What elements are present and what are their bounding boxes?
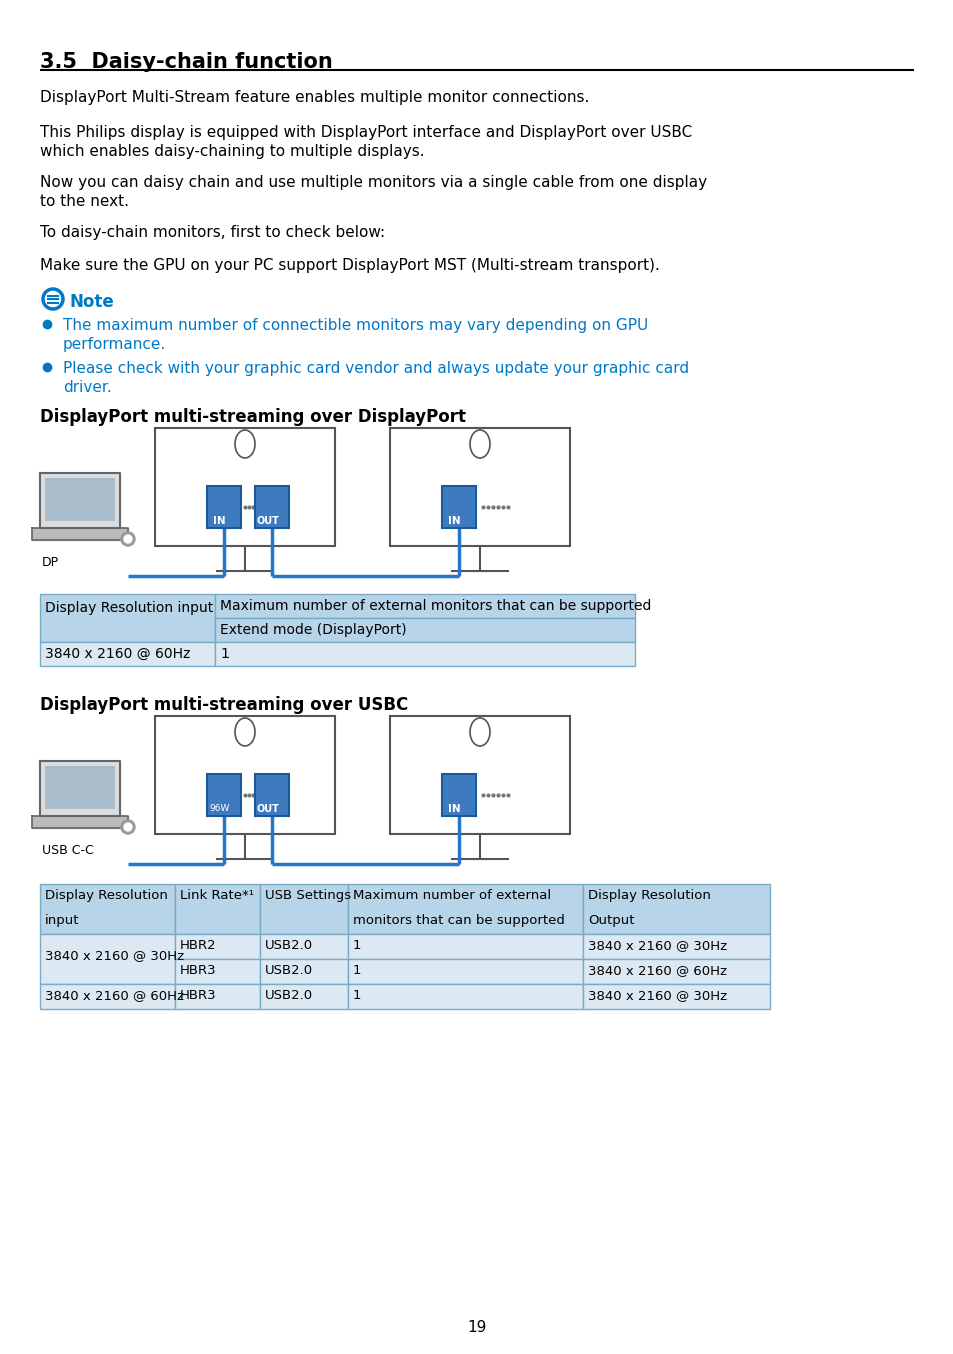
Text: To daisy-chain monitors, first to check below:: To daisy-chain monitors, first to check … [40, 225, 385, 240]
Bar [254, 486, 289, 528]
Bar [174, 934, 260, 959]
Bar [174, 884, 260, 934]
Bar [214, 642, 635, 666]
Bar [207, 774, 241, 816]
Bar [260, 984, 348, 1009]
Text: input: input [45, 914, 79, 927]
Bar [348, 884, 582, 934]
Bar [441, 486, 476, 528]
Bar [260, 934, 348, 959]
Text: IN: IN [448, 804, 460, 814]
Bar [174, 959, 260, 984]
Bar [260, 884, 348, 934]
Bar [207, 486, 241, 528]
Bar [40, 934, 174, 984]
Text: USB C-C: USB C-C [42, 844, 93, 857]
Text: DisplayPort multi-streaming over USBC: DisplayPort multi-streaming over USBC [40, 696, 408, 714]
Text: monitors that can be supported: monitors that can be supported [353, 914, 564, 927]
Text: 1: 1 [353, 964, 361, 978]
Text: DP: DP [42, 556, 59, 569]
Text: USB2.0: USB2.0 [265, 964, 313, 978]
Bar [214, 617, 635, 642]
Text: This Philips display is equipped with DisplayPort interface and DisplayPort over: This Philips display is equipped with Di… [40, 125, 692, 158]
Bar [390, 716, 569, 834]
Bar [260, 959, 348, 984]
Text: 3.5  Daisy-chain function: 3.5 Daisy-chain function [40, 51, 333, 72]
Text: OUT: OUT [256, 516, 279, 525]
Text: 3840 x 2160 @ 60Hz: 3840 x 2160 @ 60Hz [587, 964, 726, 978]
Text: 3840 x 2160 @ 60Hz: 3840 x 2160 @ 60Hz [45, 988, 184, 1002]
Text: 96W: 96W [209, 804, 229, 812]
Text: 3840 x 2160 @ 60Hz: 3840 x 2160 @ 60Hz [45, 647, 191, 661]
Text: 1: 1 [353, 940, 361, 952]
Text: OUT: OUT [256, 804, 279, 814]
Text: HBR2: HBR2 [180, 940, 216, 952]
Ellipse shape [234, 718, 254, 746]
Bar [40, 884, 174, 934]
Text: HBR3: HBR3 [180, 988, 216, 1002]
Bar [582, 959, 769, 984]
Text: 1: 1 [220, 647, 229, 661]
Bar [348, 984, 582, 1009]
Bar [348, 959, 582, 984]
Bar [348, 934, 582, 959]
Bar [254, 774, 289, 816]
Bar [40, 594, 214, 642]
Text: Link Rate*¹: Link Rate*¹ [180, 890, 253, 902]
Text: USB Settings: USB Settings [265, 890, 351, 902]
Circle shape [124, 535, 132, 543]
Text: USB2.0: USB2.0 [265, 940, 313, 952]
Text: Display Resolution: Display Resolution [587, 890, 710, 902]
Polygon shape [32, 528, 128, 540]
Text: HBR3: HBR3 [180, 964, 216, 978]
Bar [154, 428, 335, 546]
Polygon shape [40, 473, 120, 528]
Bar [45, 766, 115, 808]
Text: IN: IN [213, 516, 226, 525]
Text: Display Resolution input: Display Resolution input [45, 601, 213, 615]
Text: 3840 x 2160 @ 30Hz: 3840 x 2160 @ 30Hz [45, 949, 184, 961]
Text: Display Resolution: Display Resolution [45, 890, 168, 902]
Text: 3840 x 2160 @ 30Hz: 3840 x 2160 @ 30Hz [587, 940, 726, 952]
Text: 3840 x 2160 @ 30Hz: 3840 x 2160 @ 30Hz [587, 988, 726, 1002]
Bar [582, 884, 769, 934]
Bar [154, 716, 335, 834]
Ellipse shape [470, 718, 490, 746]
Text: Maximum number of external monitors that can be supported: Maximum number of external monitors that… [220, 598, 651, 613]
Bar [40, 984, 174, 1009]
Bar [174, 984, 260, 1009]
Text: IN: IN [448, 516, 460, 525]
Bar [214, 594, 635, 617]
Bar [582, 984, 769, 1009]
Text: Please check with your graphic card vendor and always update your graphic card
d: Please check with your graphic card vend… [63, 362, 688, 394]
Text: Maximum number of external: Maximum number of external [353, 890, 551, 902]
Circle shape [121, 821, 135, 834]
Bar [390, 428, 569, 546]
Polygon shape [40, 761, 120, 816]
Circle shape [121, 532, 135, 546]
Text: Extend mode (DisplayPort): Extend mode (DisplayPort) [220, 623, 406, 636]
Ellipse shape [234, 431, 254, 458]
Text: 1: 1 [353, 988, 361, 1002]
Text: DisplayPort multi-streaming over DisplayPort: DisplayPort multi-streaming over Display… [40, 408, 465, 427]
Ellipse shape [470, 431, 490, 458]
Polygon shape [32, 816, 128, 829]
Text: Now you can daisy chain and use multiple monitors via a single cable from one di: Now you can daisy chain and use multiple… [40, 175, 706, 209]
Bar [441, 774, 476, 816]
Text: Note: Note [70, 292, 114, 311]
Text: Make sure the GPU on your PC support DisplayPort MST (Multi-stream transport).: Make sure the GPU on your PC support Dis… [40, 259, 659, 274]
Text: Output: Output [587, 914, 634, 927]
Text: The maximum number of connectible monitors may vary depending on GPU
performance: The maximum number of connectible monito… [63, 318, 648, 352]
Bar [40, 642, 214, 666]
Circle shape [124, 823, 132, 831]
Text: 19: 19 [467, 1320, 486, 1335]
Bar [582, 934, 769, 959]
Text: USB2.0: USB2.0 [265, 988, 313, 1002]
Text: DisplayPort Multi-Stream feature enables multiple monitor connections.: DisplayPort Multi-Stream feature enables… [40, 89, 589, 106]
Bar [45, 478, 115, 521]
